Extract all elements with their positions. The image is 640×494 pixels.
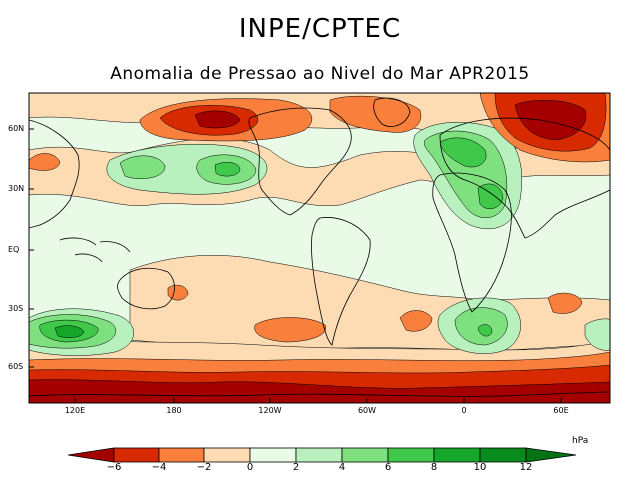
page-title: INPE/CPTEC xyxy=(238,14,402,44)
lon-label-60w: 60W xyxy=(357,406,377,415)
lon-label-180: 180 xyxy=(166,406,182,415)
coast-europe-asia xyxy=(439,117,610,239)
lon-label-120e: 120E xyxy=(64,406,86,415)
colorbar-unit: hPa xyxy=(572,436,589,446)
lat-label-eq: EQ xyxy=(8,245,20,254)
coast-east-asia xyxy=(29,119,80,229)
coast-greenland xyxy=(373,97,411,127)
colorbar xyxy=(67,447,577,463)
colorbar-swatch xyxy=(433,447,481,463)
lat-label-60n: 60N xyxy=(8,124,25,133)
coast-maritime-continent xyxy=(59,237,131,263)
colorbar-tick: −4 xyxy=(151,462,167,473)
colorbar-tick: 12 xyxy=(519,462,533,473)
field-pos6-africa-north xyxy=(477,183,504,210)
coast-south-america xyxy=(311,217,371,346)
coast-antarctica xyxy=(29,391,610,397)
map-frame xyxy=(28,92,611,404)
colorbar-swatch xyxy=(113,447,160,463)
field-neg6-siberia xyxy=(514,100,587,141)
field-pos4-north-pacific-w xyxy=(119,155,166,179)
anomaly-field xyxy=(29,93,610,403)
coast-africa xyxy=(432,172,512,313)
lat-label-30s: 30S xyxy=(8,304,24,313)
field-neg6-north-pacific xyxy=(194,110,241,129)
colorbar-tick: 10 xyxy=(473,462,487,473)
colorbar-swatch xyxy=(249,447,297,463)
colorbar-swatch xyxy=(479,447,527,463)
field-pos6-north-pacific xyxy=(214,162,241,177)
colorbar-swatch xyxy=(158,447,205,463)
colorbar-swatch xyxy=(387,447,435,463)
colorbar-swatch xyxy=(67,447,115,463)
colorbar-swatch xyxy=(525,447,577,463)
lat-label-60s: 60S xyxy=(8,362,24,371)
coastlines xyxy=(29,97,610,397)
colorbar-tick: 4 xyxy=(338,462,346,473)
map-ticks xyxy=(29,128,562,403)
map-subtitle: Anomalia de Pressao ao Nivel do Mar APR2… xyxy=(110,64,530,84)
field-neg2-south-atlantic-w xyxy=(399,310,433,332)
field-pos6-europe xyxy=(439,137,487,168)
colorbar-swatch xyxy=(295,447,343,463)
coast-australia xyxy=(117,267,175,310)
lon-label-0: 0 xyxy=(461,406,467,415)
coast-north-america xyxy=(248,107,352,216)
colorbar-tick: −2 xyxy=(196,462,212,473)
field-pos8-australia-south xyxy=(54,325,85,338)
colorbar-swatch xyxy=(203,447,251,463)
field-neg2-indian xyxy=(547,292,583,314)
field-neg6-antarctic-belt xyxy=(29,379,610,403)
colorbar-tick: 6 xyxy=(384,462,392,473)
field-pos2-indian xyxy=(584,318,610,351)
colorbar-tick: 0 xyxy=(246,462,254,473)
lon-label-60e: 60E xyxy=(553,406,569,415)
lat-label-30n: 30N xyxy=(8,184,25,193)
field-neg2-south-pacific-1 xyxy=(254,317,326,343)
colorbar-tick: 2 xyxy=(292,462,300,473)
field-pos6-south-atlantic xyxy=(477,324,493,337)
lon-label-120w: 120W xyxy=(258,406,282,415)
colorbar-swatch xyxy=(341,447,389,463)
colorbar-tick: 8 xyxy=(430,462,438,473)
colorbar-tick: −6 xyxy=(106,462,122,473)
field-neg2-west-pacific xyxy=(29,153,61,171)
